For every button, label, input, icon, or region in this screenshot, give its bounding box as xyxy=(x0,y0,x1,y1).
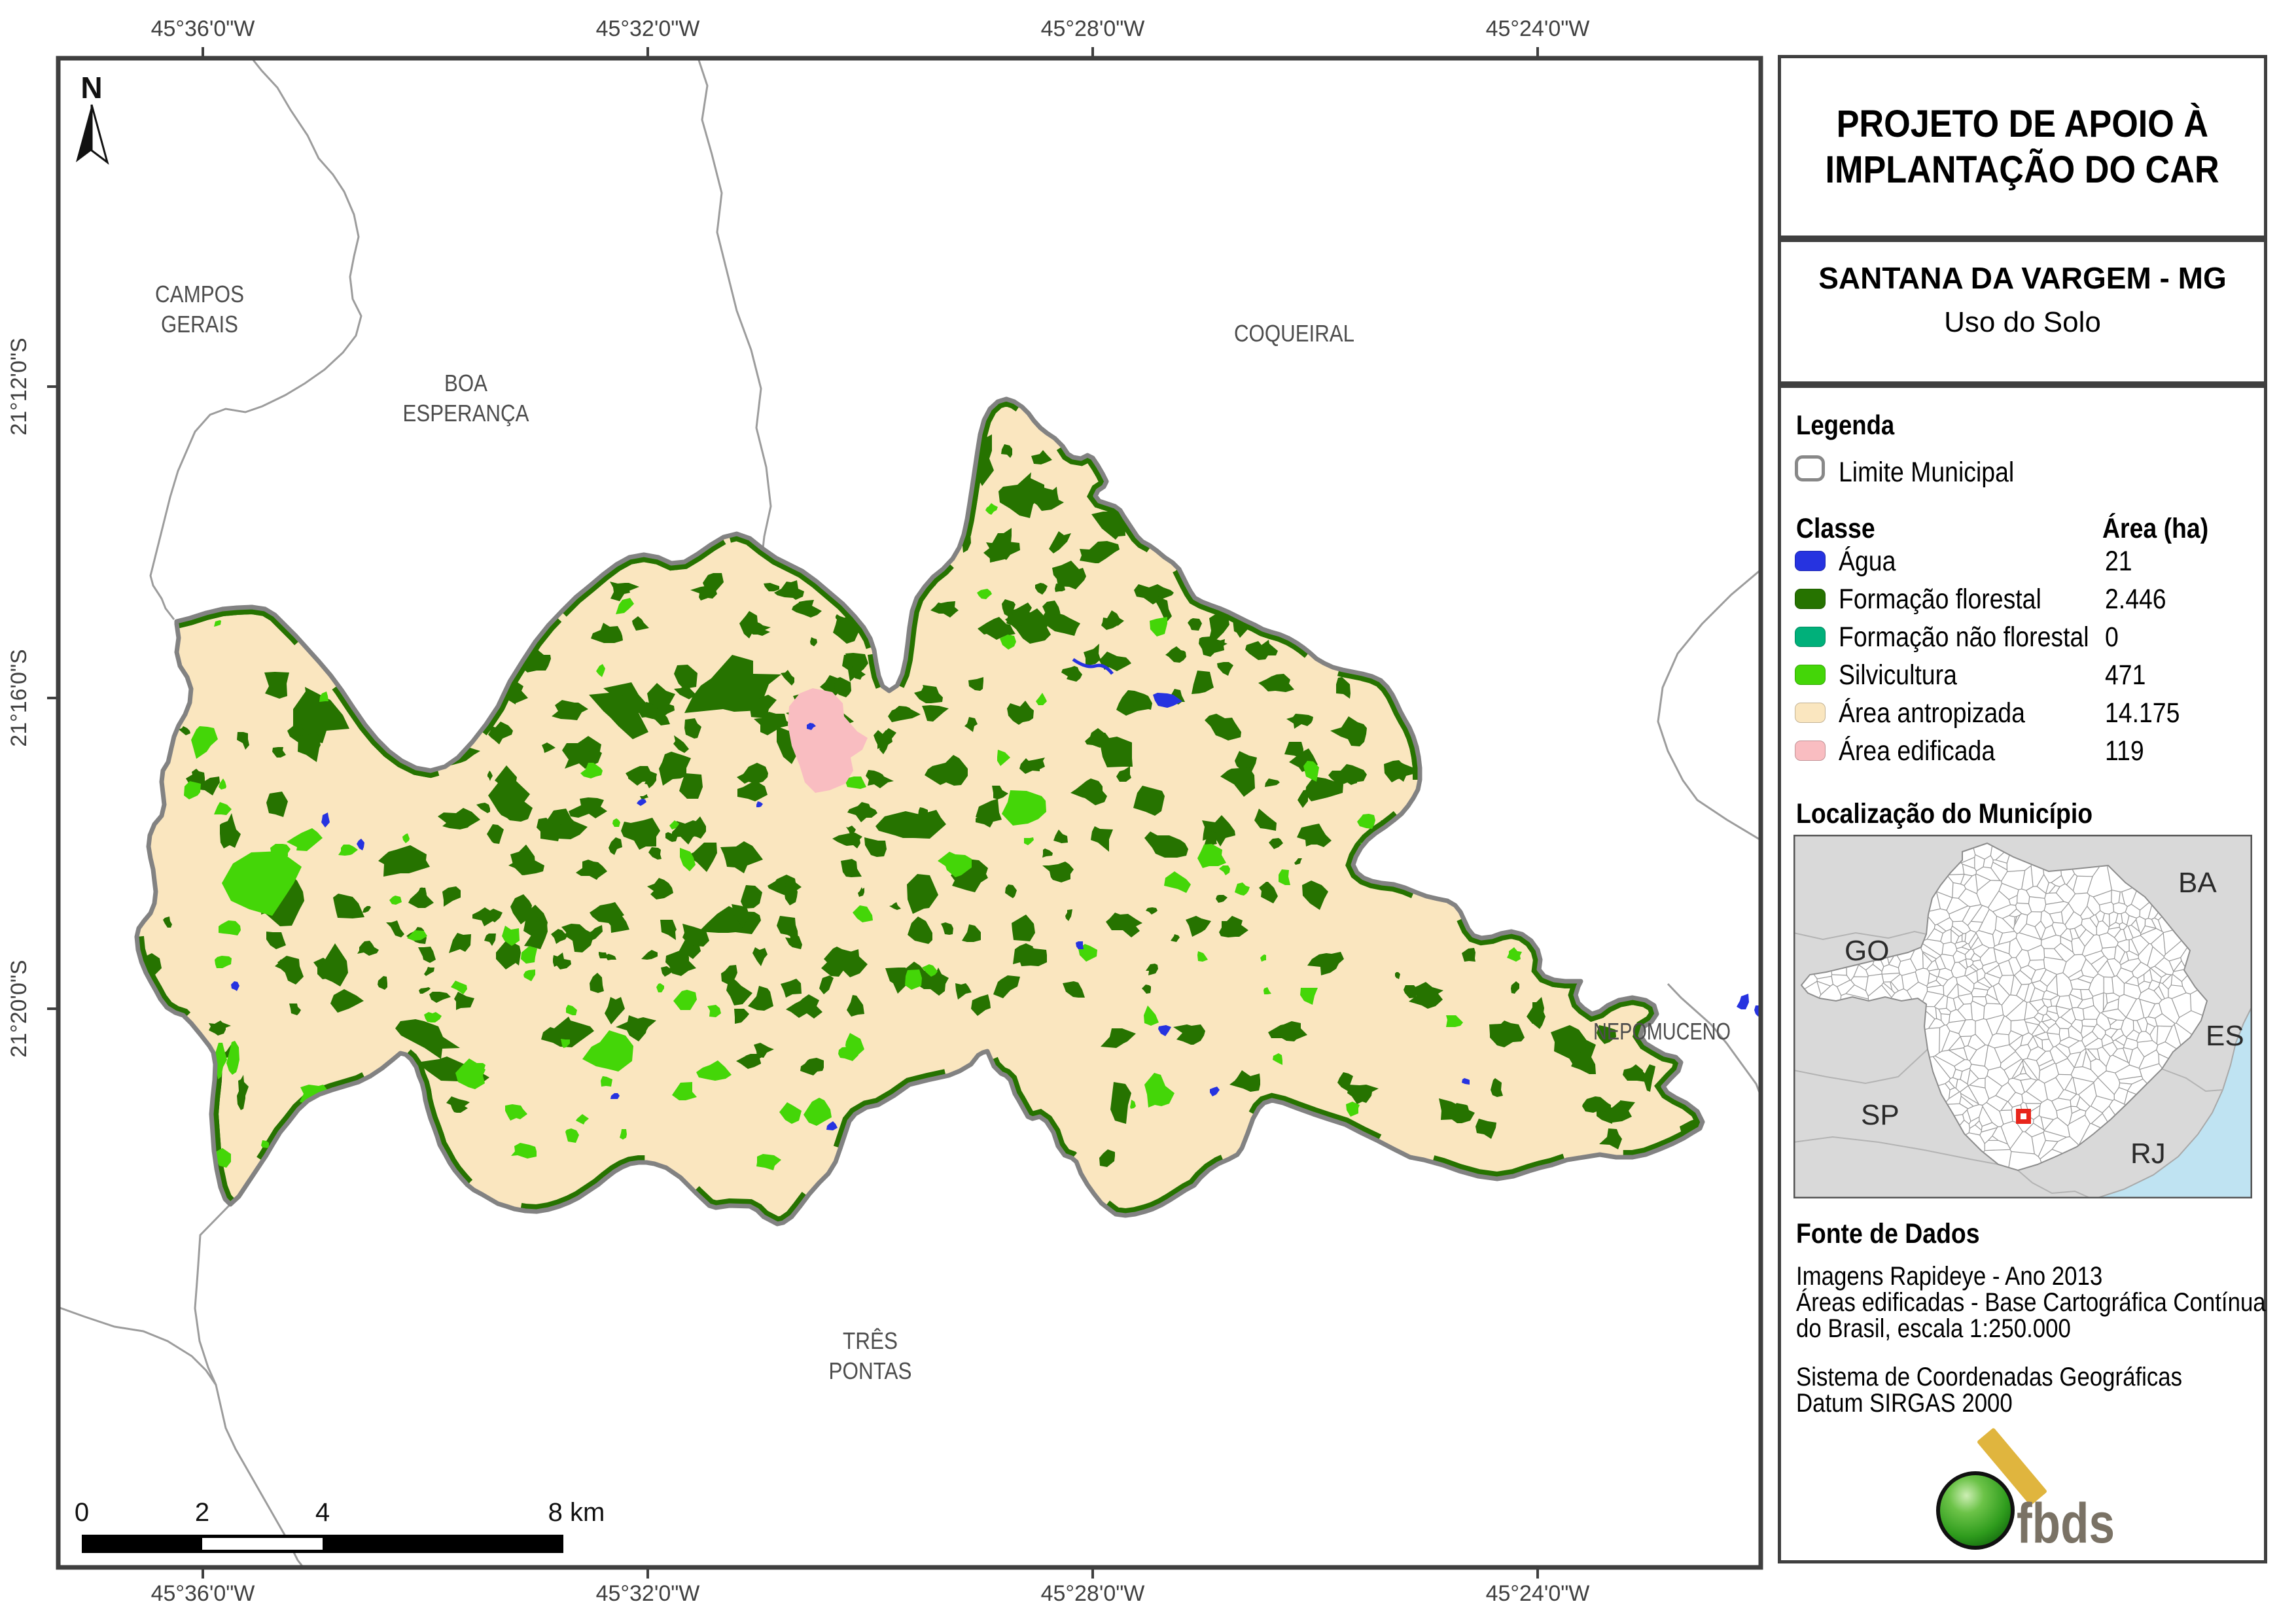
svg-text:RJ: RJ xyxy=(2130,1138,2166,1170)
svg-text:SP: SP xyxy=(1861,1099,1899,1131)
svg-text:45°28'0"W: 45°28'0"W xyxy=(1041,16,1145,41)
svg-text:ES: ES xyxy=(2206,1020,2244,1052)
svg-text:NEPOMUCENO: NEPOMUCENO xyxy=(1593,1018,1731,1045)
svg-text:N: N xyxy=(80,71,102,105)
svg-text:GO: GO xyxy=(1845,935,1889,967)
svg-text:21°16'0"S: 21°16'0"S xyxy=(7,649,31,746)
svg-text:45°36'0"W: 45°36'0"W xyxy=(151,16,255,41)
svg-text:45°24'0"W: 45°24'0"W xyxy=(1486,16,1590,41)
svg-text:GERAIS: GERAIS xyxy=(161,311,238,338)
svg-text:PONTAS: PONTAS xyxy=(829,1357,912,1384)
svg-text:TRÊS: TRÊS xyxy=(843,1327,898,1354)
svg-text:0: 0 xyxy=(75,1498,89,1527)
svg-text:ESPERANÇA: ESPERANÇA xyxy=(403,400,529,427)
svg-text:8 km: 8 km xyxy=(548,1498,605,1527)
svg-text:BA: BA xyxy=(2178,867,2217,899)
svg-text:21°12'0"S: 21°12'0"S xyxy=(7,338,31,435)
svg-text:COQUEIRAL: COQUEIRAL xyxy=(1234,320,1354,347)
svg-text:BOA: BOA xyxy=(444,370,487,396)
svg-text:45°36'0"W: 45°36'0"W xyxy=(151,1581,255,1606)
svg-text:45°32'0"W: 45°32'0"W xyxy=(596,16,700,41)
svg-text:45°28'0"W: 45°28'0"W xyxy=(1041,1581,1145,1606)
svg-text:21°20'0"S: 21°20'0"S xyxy=(7,960,31,1057)
svg-text:45°24'0"W: 45°24'0"W xyxy=(1486,1581,1590,1606)
svg-text:45°32'0"W: 45°32'0"W xyxy=(596,1581,700,1606)
svg-text:4: 4 xyxy=(315,1498,330,1527)
svg-text:fbds: fbds xyxy=(2017,1492,2115,1555)
svg-text:CAMPOS: CAMPOS xyxy=(155,281,244,307)
svg-text:2: 2 xyxy=(195,1498,209,1527)
